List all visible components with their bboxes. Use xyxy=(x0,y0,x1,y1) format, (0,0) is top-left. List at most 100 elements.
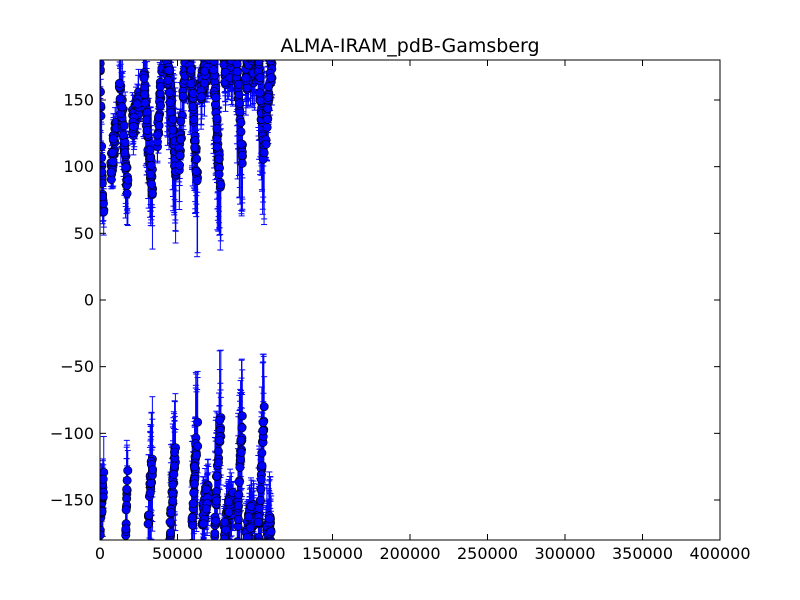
data-point xyxy=(237,150,247,160)
data-point xyxy=(258,426,268,436)
data-point xyxy=(255,73,265,83)
data-point xyxy=(220,534,230,540)
data-point xyxy=(169,461,179,471)
data-point xyxy=(201,484,211,494)
data-point xyxy=(143,519,153,529)
data-point xyxy=(142,115,152,125)
data-point xyxy=(100,178,107,188)
data-point xyxy=(186,65,196,75)
data-point xyxy=(100,192,108,202)
data-points-layer xyxy=(100,60,277,540)
data-point xyxy=(175,160,185,170)
data-point xyxy=(255,96,265,106)
data-point xyxy=(100,492,108,502)
data-point xyxy=(193,441,203,451)
x-tick-label: 300000 xyxy=(534,544,595,563)
data-point xyxy=(212,134,222,144)
y-tick-label: 100 xyxy=(63,157,94,176)
data-point xyxy=(214,154,224,164)
data-point xyxy=(261,139,271,149)
data-point xyxy=(164,65,174,75)
data-point xyxy=(192,176,202,186)
chart-title: ALMA-IRAM_pdB-Gamsberg xyxy=(280,35,539,57)
y-tick-label: 50 xyxy=(74,224,94,243)
data-point xyxy=(114,78,124,88)
data-point xyxy=(235,98,245,108)
data-point xyxy=(201,504,211,514)
data-point xyxy=(235,462,245,472)
data-point xyxy=(189,488,199,498)
data-point xyxy=(193,417,203,427)
data-point xyxy=(147,179,157,189)
data-point xyxy=(259,148,269,158)
data-point xyxy=(257,461,267,471)
data-point xyxy=(233,537,242,540)
data-point xyxy=(237,423,247,433)
data-point xyxy=(186,79,196,89)
data-point xyxy=(236,447,246,457)
data-point xyxy=(199,66,209,76)
data-point xyxy=(190,142,200,152)
data-point xyxy=(236,127,246,137)
data-point xyxy=(254,537,263,540)
data-point xyxy=(118,130,128,140)
data-point xyxy=(139,73,149,83)
data-point xyxy=(123,175,133,185)
data-point xyxy=(119,121,129,131)
data-point xyxy=(155,101,165,111)
data-point xyxy=(196,92,206,102)
data-point xyxy=(263,82,273,92)
data-point xyxy=(263,104,273,114)
markers-group xyxy=(100,60,277,540)
data-point xyxy=(209,60,219,66)
data-point xyxy=(168,496,178,506)
y-tick-label: −100 xyxy=(50,424,94,443)
data-point xyxy=(266,73,276,83)
data-point xyxy=(100,101,106,111)
data-point xyxy=(264,514,274,524)
data-point xyxy=(188,102,198,112)
data-point xyxy=(146,169,156,179)
data-point xyxy=(242,533,252,540)
data-point xyxy=(169,469,179,479)
x-tick-label: 0 xyxy=(95,544,105,563)
data-point xyxy=(123,466,133,476)
data-point xyxy=(163,76,173,86)
data-point xyxy=(234,490,244,500)
data-point xyxy=(100,153,107,163)
data-point xyxy=(237,158,247,168)
data-point xyxy=(191,450,201,460)
data-point xyxy=(106,167,116,177)
data-point xyxy=(233,501,243,511)
data-point xyxy=(140,98,150,108)
data-point xyxy=(144,510,154,520)
data-point xyxy=(168,125,178,135)
data-point xyxy=(234,477,244,487)
data-point xyxy=(115,94,125,104)
data-point xyxy=(262,123,272,133)
data-point xyxy=(121,162,131,172)
data-point xyxy=(236,118,246,128)
y-tick-label: −50 xyxy=(60,357,94,376)
data-point xyxy=(100,474,108,484)
x-tick-label: 150000 xyxy=(302,544,363,563)
data-point xyxy=(232,67,242,77)
data-point xyxy=(170,447,180,457)
data-point xyxy=(164,88,174,98)
data-point xyxy=(224,497,234,507)
data-point xyxy=(168,480,178,490)
data-point xyxy=(121,505,131,515)
data-point xyxy=(220,517,230,527)
data-point xyxy=(262,114,272,124)
data-point xyxy=(241,73,251,83)
data-point xyxy=(212,142,222,152)
data-point xyxy=(211,496,221,506)
data-point xyxy=(233,515,243,525)
data-point xyxy=(236,139,246,149)
data-point xyxy=(211,516,221,526)
data-point xyxy=(166,528,176,538)
data-point xyxy=(140,89,150,99)
data-point xyxy=(221,525,231,535)
data-point xyxy=(255,495,265,505)
